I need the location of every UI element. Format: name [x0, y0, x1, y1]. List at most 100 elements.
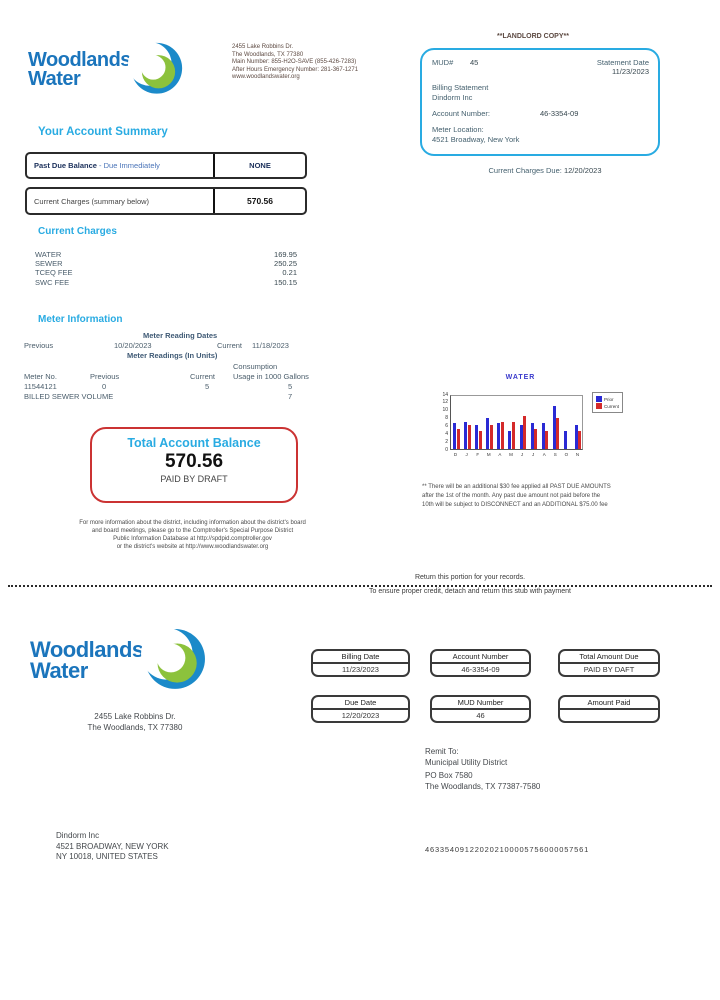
previous-reading-value: 0 [102, 382, 107, 391]
chart-bar-current [523, 415, 527, 449]
legend-label: Prior [604, 396, 614, 402]
billing-statement-label: Billing Statement [432, 83, 489, 92]
district-address-line: The Woodlands, TX 77380 [232, 51, 304, 58]
chart-x-tick: S [553, 452, 557, 457]
return-portion-text: Return this portion for your records. [414, 574, 526, 581]
current-charges-due-label: Current Charges Due: [488, 166, 562, 175]
statement-date-label: Statement Date [596, 58, 649, 67]
district-phone-line: Main Number: 855-H2O-SAVE (855-426-7283) [232, 59, 357, 65]
customer-mailing-address: Dindorm Inc 4521 BROADWAY, NEW YORK NY 1… [56, 831, 169, 861]
charges-list: WATER 169.95 SEWER 250.25 TCEQ FEE 0.21 … [35, 250, 297, 287]
legend-entry: Current [596, 403, 619, 409]
chart-y-tick: 10 [442, 407, 448, 414]
current-charges-summary-label: Current Charges (summary below) [27, 189, 215, 213]
statement-date-value: 11/23/2023 [612, 67, 649, 76]
chart-y-tick: 14 [442, 391, 448, 398]
account-summary-title: Your Account Summary [38, 126, 168, 138]
current-charges-summary-value: 570.56 [247, 196, 273, 206]
ensure-credit-text: To ensure proper credit, detach and retu… [369, 588, 571, 595]
previous-date-value: 10/20/2023 [114, 341, 152, 350]
chart-bar-prior [475, 425, 479, 449]
chart-bar-current [456, 429, 460, 449]
landlord-copy-label: **LANDLORD COPY** [497, 33, 569, 40]
chart-bar-current [578, 431, 582, 449]
billing-date-box: Billing Date 11/23/2023 [311, 649, 410, 677]
chart-bar-prior [563, 431, 567, 449]
total-balance-status: PAID BY DRAFT [160, 474, 228, 484]
current-charges-due-value: 12/20/2023 [563, 166, 602, 175]
customer-name: Dindorm Inc [432, 93, 473, 102]
meter-location-value: 4521 Broadway, New York [432, 135, 520, 144]
logo-wordmark: Woodlands Water [28, 49, 131, 90]
current-date-value: 11/18/2023 [252, 341, 289, 350]
chart-y-tick: 8 [445, 415, 448, 422]
stub-district-address: 2455 Lake Robbins Dr. The Woodlands, TX … [87, 712, 183, 732]
chart-plot-area [450, 395, 583, 450]
legend-swatch [596, 403, 602, 409]
chart-bar-current [478, 431, 482, 449]
chart-bar-current [556, 417, 560, 449]
stub-logo-line1: Woodlands [30, 637, 144, 663]
total-balance-title: Total Account Balance [127, 436, 261, 450]
total-balance-amount: 570.56 [164, 451, 224, 472]
chart-x-tick: O [564, 452, 569, 457]
chart-bar-current [489, 425, 493, 449]
chart-bar-prior [497, 423, 501, 449]
chart-bar-current [545, 431, 549, 449]
col-current: Current [190, 372, 216, 381]
stub-woodlands-water-logo: Woodlands Water [30, 628, 206, 694]
chart-bar-prior [453, 423, 457, 449]
water-usage-chart: WATER 0 2 4 6 8 10 12 14 D J F M A M J J A S O N Prior Curr… [438, 370, 678, 470]
chart-x-tick: J [520, 452, 524, 457]
statement-info-box: MUD# 45 Statement Date 11/23/2023 Billin… [420, 48, 660, 156]
chart-bar-prior [530, 423, 534, 449]
chart-bar-prior [508, 431, 512, 449]
district-website: www.woodlandswater.org [232, 74, 300, 80]
stub-logo-line2: Water [30, 658, 88, 683]
legend-label: Current [604, 403, 620, 409]
charge-item: SEWER 250.25 [35, 259, 297, 269]
woodlands-water-logo: Woodlands Water [28, 42, 183, 98]
chart-x-tick: M [486, 452, 491, 457]
logo-line2: Water [28, 68, 81, 90]
district-address-block: 2455 Lake Robbins Dr. The Woodlands, TX … [232, 44, 358, 82]
chart-y-tick: 2 [445, 438, 448, 445]
chart-bar-prior [552, 405, 556, 449]
usage-value: 5 [288, 382, 293, 391]
past-due-value: NONE [249, 161, 271, 170]
account-number-value: 46-3354-09 [540, 109, 579, 118]
meter-no-value: 11544121 [24, 382, 57, 391]
col-usage: Usage in 1000 Gallons [233, 372, 309, 381]
charge-item: SWC FEE 150.15 [35, 277, 297, 287]
previous-date-label: Previous [24, 341, 54, 350]
chart-bar-prior [541, 423, 545, 449]
total-amount-due-box: Total Amount Due PAID BY DAFT [558, 649, 660, 677]
chart-x-tick: A [498, 452, 502, 457]
amount-paid-box: Amount Paid [558, 695, 660, 723]
chart-x-tick: J [532, 452, 535, 457]
chart-bar-prior [574, 425, 578, 449]
current-charges-due-line: Current Charges Due: 12/20/2023 [430, 166, 660, 175]
chart-x-tick: M [509, 452, 513, 457]
charge-item: WATER 169.95 [35, 250, 297, 259]
logo-line1: Woodlands [28, 49, 131, 71]
district-address-line: 2455 Lake Robbins Dr. [232, 44, 294, 50]
chart-y-tick: 0 [445, 446, 448, 453]
chart-y-tick: 6 [445, 422, 448, 429]
chart-bar-current [467, 425, 471, 449]
mud-label: MUD# [432, 58, 454, 67]
chart-bar-current [534, 429, 538, 449]
chart-x-tick: A [542, 452, 546, 457]
meter-readings-header: Meter Readings (In Units) [127, 351, 218, 360]
col-previous: Previous [90, 372, 120, 381]
chart-y-axis: 0 2 4 6 8 10 12 14 [438, 370, 448, 470]
meter-reading-dates-header: Meter Reading Dates [143, 331, 218, 340]
remit-to-block: Remit To: Municipal Utility District PO … [425, 747, 541, 791]
chart-bar-prior [486, 417, 490, 449]
current-date-label: Current [217, 341, 243, 350]
chart-x-tick: N [575, 452, 580, 457]
chart-bar-prior [519, 425, 523, 449]
consumption-header: Consumption [233, 362, 278, 371]
